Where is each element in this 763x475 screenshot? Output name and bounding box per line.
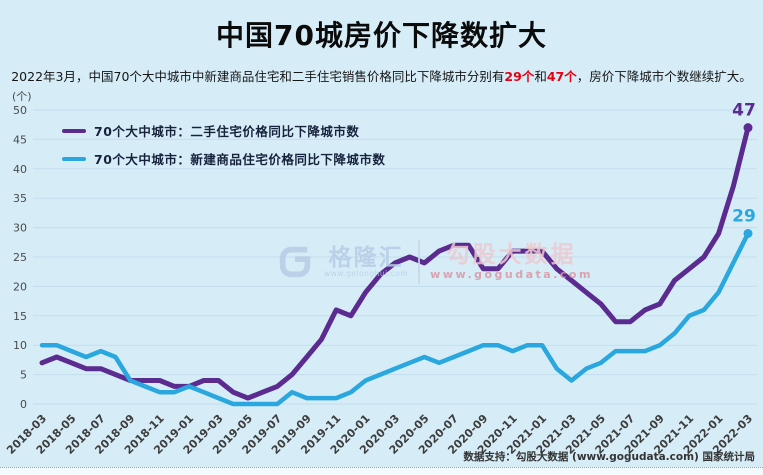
y-axis-tick-label: 50: [13, 104, 27, 117]
y-axis-tick-label: 45: [13, 133, 27, 146]
subtitle-text: 和: [534, 69, 547, 84]
legend-item-new-homes: 70个大中城市：新建商品住宅价格同比下降城市数: [62, 149, 385, 168]
y-axis-tick-label: 20: [13, 280, 27, 293]
series-end-dot-0: [743, 123, 753, 133]
series-end-value-label-0: 47: [732, 101, 756, 121]
subtitle-highlight-new-homes: 29个: [504, 69, 535, 84]
series-end-dot-1: [743, 228, 753, 238]
legend-item-secondhand: 70个大中城市：二手住宅价格同比下降城市数: [62, 121, 385, 140]
legend-swatch-new-homes: [62, 156, 86, 161]
y-axis-tick-label: 10: [13, 339, 27, 352]
legend-label-secondhand: 70个大中城市：二手住宅价格同比下降城市数: [94, 124, 360, 139]
y-axis-tick-label: 0: [20, 398, 27, 411]
y-axis-tick-label: 35: [13, 192, 27, 205]
series-line-0: [39, 125, 751, 401]
y-axis-tick-label: 15: [13, 310, 27, 323]
y-axis-tick-label: 25: [13, 251, 27, 264]
bottom-divider: [0, 467, 763, 475]
legend-label-new-homes: 70个大中城市：新建商品住宅价格同比下降城市数: [94, 152, 386, 167]
chart-legend: 70个大中城市：二手住宅价格同比下降城市数 70个大中城市：新建商品住宅价格同比…: [62, 121, 385, 168]
y-axis-tick-label: 40: [13, 163, 27, 176]
subtitle-text: 2022年3月，中国70个大中城市中新建商品住宅和二手住宅销售价格同比下降城市分…: [11, 69, 505, 84]
y-axis-tick-label: 5: [20, 369, 27, 382]
y-axis-tick-label: 30: [13, 222, 27, 235]
subtitle-text: ，房价下降城市个数继续扩大。: [576, 69, 752, 84]
subtitle: 2022年3月，中国70个大中城市中新建商品住宅和二手住宅销售价格同比下降城市分…: [0, 66, 763, 85]
series-line-1: [39, 231, 751, 407]
legend-swatch-secondhand: [62, 128, 86, 133]
page-title: 中国70城房价下降数扩大: [216, 19, 547, 52]
series-end-value-label-1: 29: [732, 206, 756, 226]
data-source-credit: 数据支持：勾股大数据 (www.gogudata.com) 国家统计局: [463, 451, 755, 463]
subtitle-highlight-secondhand: 47个: [546, 69, 577, 84]
y-axis-unit-label: (个): [12, 90, 32, 103]
